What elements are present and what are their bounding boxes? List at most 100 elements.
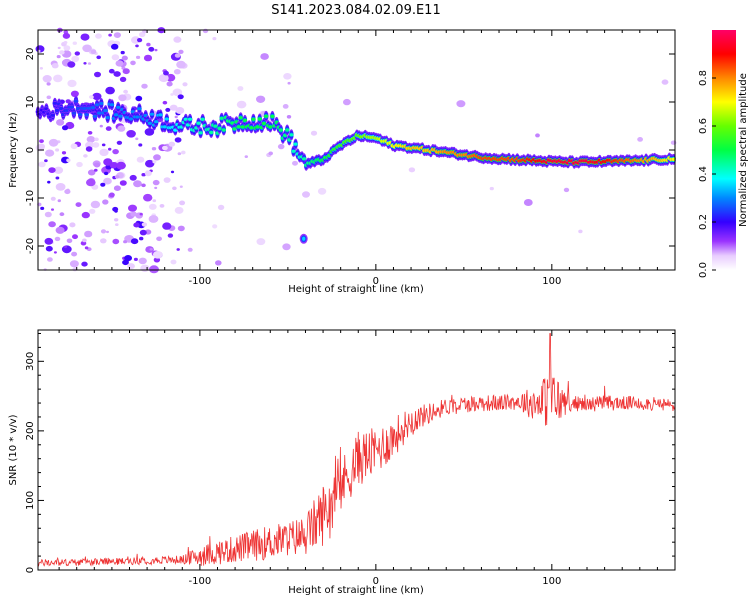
heatmap-speck bbox=[489, 186, 494, 191]
heatmap-speck bbox=[123, 259, 129, 264]
snr-y-tick-label: 200 bbox=[25, 421, 36, 440]
heatmap-speck bbox=[523, 199, 533, 206]
heatmap-ridge-cell bbox=[54, 108, 60, 112]
heatmap-ridge-cell bbox=[82, 106, 87, 111]
heatmap-y-axis-label: Frequency (Hz) bbox=[8, 112, 19, 188]
heatmap-ridge-cell bbox=[147, 121, 153, 125]
heatmap-speck bbox=[90, 200, 101, 209]
heatmap-ridge-cell bbox=[50, 113, 55, 117]
heatmap-speck bbox=[44, 159, 48, 163]
heatmap-speck bbox=[94, 71, 101, 78]
heatmap-blob bbox=[302, 236, 306, 241]
heatmap-speck bbox=[202, 28, 209, 34]
heatmap-speck bbox=[102, 199, 109, 205]
heatmap-speck bbox=[153, 257, 161, 263]
heatmap-speck bbox=[62, 32, 71, 39]
heatmap-ridge-cell bbox=[240, 125, 245, 129]
heatmap-speck bbox=[256, 95, 266, 104]
heatmap-speck bbox=[670, 140, 677, 145]
heatmap-speck bbox=[119, 76, 127, 82]
heatmap-speck bbox=[101, 143, 106, 147]
heatmap-ridge-cell bbox=[232, 127, 237, 131]
heatmap-ridge-cell bbox=[73, 99, 79, 103]
heatmap-speck bbox=[237, 86, 244, 91]
snr-x-axis-label: Height of straight line (km) bbox=[288, 585, 424, 596]
heatmap-speck bbox=[75, 202, 82, 208]
heatmap-ridge-cell bbox=[257, 117, 262, 121]
heatmap-ridge-cell bbox=[198, 131, 203, 135]
snr-frame bbox=[37, 329, 676, 571]
heatmap-speck bbox=[100, 182, 106, 187]
heatmap-speck bbox=[80, 33, 90, 41]
heatmap-speck bbox=[40, 206, 45, 210]
heatmap-speck bbox=[105, 126, 112, 131]
heatmap-speck bbox=[170, 93, 174, 96]
heatmap-speck bbox=[133, 180, 142, 188]
heatmap-speck bbox=[89, 208, 96, 214]
heatmap-ridge-cell bbox=[289, 133, 294, 137]
heatmap-speck bbox=[112, 149, 119, 155]
heatmap-speck bbox=[163, 70, 169, 76]
heatmap-speck bbox=[141, 183, 146, 188]
heatmap-speck bbox=[56, 119, 65, 126]
heatmap-speck bbox=[87, 169, 96, 176]
heatmap-speck bbox=[177, 152, 182, 156]
colorbar-tick-label: 0.2 bbox=[698, 214, 709, 230]
heatmap-speck bbox=[287, 81, 291, 85]
heatmap-speck bbox=[131, 36, 141, 44]
heatmap-x-tick-label: 0 bbox=[373, 276, 379, 287]
heatmap-speck bbox=[169, 104, 178, 111]
colorbar-tick-label: 0.4 bbox=[698, 166, 709, 182]
heatmap-y-tick-label: -20 bbox=[25, 238, 36, 254]
heatmap-speck bbox=[154, 48, 158, 52]
heatmap-speck bbox=[138, 143, 143, 147]
heatmap-ridge-cell bbox=[71, 111, 77, 115]
heatmap-speck bbox=[89, 95, 94, 99]
heatmap-speck bbox=[163, 177, 171, 183]
heatmap-speck bbox=[86, 136, 96, 143]
heatmap-speck bbox=[72, 234, 78, 240]
heatmap-speck bbox=[122, 68, 130, 75]
heatmap-speck bbox=[57, 46, 61, 50]
heatmap-speck bbox=[56, 55, 61, 59]
heatmap-speck bbox=[99, 124, 103, 128]
heatmap-speck bbox=[48, 138, 59, 147]
heatmap-speck bbox=[170, 170, 175, 174]
heatmap-speck bbox=[217, 204, 225, 210]
heatmap-ridge-cell bbox=[285, 128, 290, 132]
heatmap-speck bbox=[135, 44, 139, 48]
heatmap-speck bbox=[93, 162, 101, 168]
heatmap-speck bbox=[66, 158, 71, 163]
heatmap-speck bbox=[90, 49, 97, 55]
heatmap-ridge-cell bbox=[52, 101, 58, 105]
heatmap-speck bbox=[135, 95, 143, 102]
heatmap-speck bbox=[133, 257, 138, 261]
heatmap-speck bbox=[282, 243, 291, 251]
heatmap-frame bbox=[37, 29, 676, 271]
heatmap-speck bbox=[55, 183, 66, 191]
heatmap-x-axis-label: Height of straight line (km) bbox=[288, 284, 424, 295]
heatmap-speck bbox=[83, 62, 87, 65]
heatmap-speck bbox=[148, 215, 159, 223]
heatmap-speck bbox=[108, 68, 115, 74]
heatmap-speck bbox=[59, 212, 65, 217]
heatmap-speck bbox=[140, 264, 150, 272]
heatmap-speck bbox=[111, 43, 119, 50]
heatmap-speck bbox=[47, 180, 51, 184]
heatmap-x-tick-label: -100 bbox=[189, 276, 212, 287]
heatmap-speck bbox=[123, 89, 128, 94]
heatmap-speck bbox=[153, 251, 163, 259]
heatmap-y-tick-label: 0 bbox=[25, 147, 36, 153]
heatmap-speck bbox=[152, 199, 157, 203]
heatmap-speck bbox=[136, 156, 145, 163]
heatmap-y-tick-label: 20 bbox=[25, 48, 36, 61]
heatmap-speck bbox=[177, 225, 185, 232]
heatmap-speck bbox=[152, 160, 157, 164]
heatmap-speck bbox=[268, 151, 274, 156]
heatmap-speck bbox=[143, 54, 153, 62]
heatmap-ridge-cell bbox=[97, 111, 102, 115]
heatmap-speck bbox=[139, 236, 144, 241]
heatmap-speck bbox=[139, 212, 143, 216]
heatmap-speck bbox=[92, 92, 102, 101]
